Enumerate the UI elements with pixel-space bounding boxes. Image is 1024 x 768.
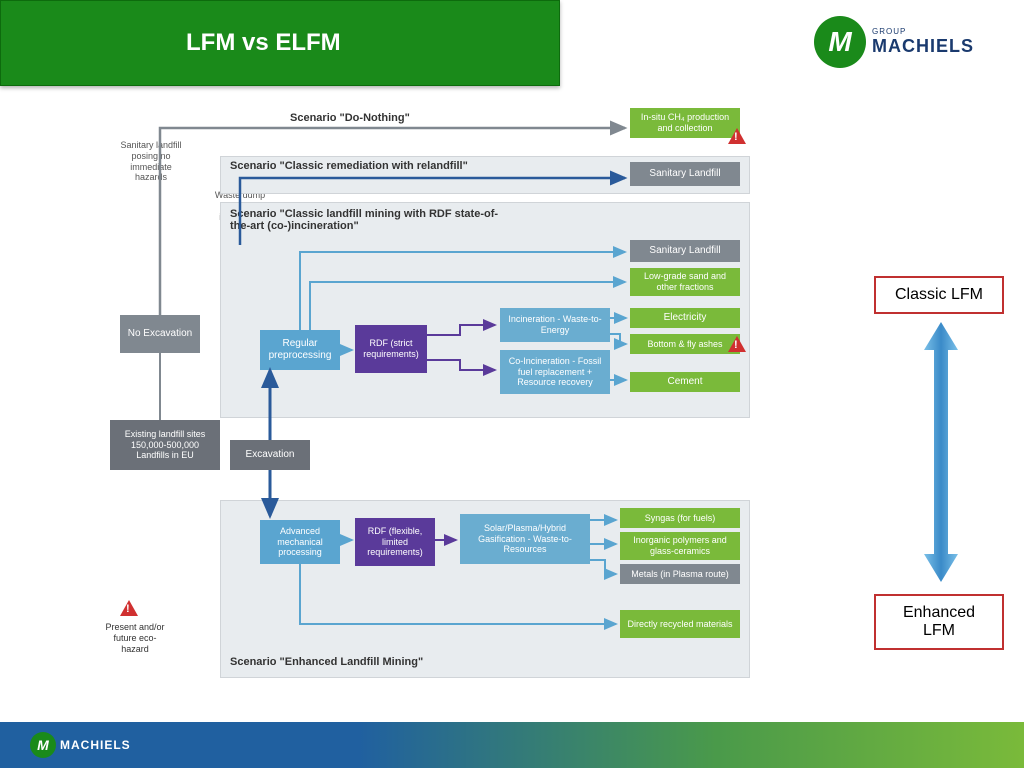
output-syngas: Syngas (for fuels) bbox=[620, 508, 740, 528]
legend-text: Present and/or future eco-hazard bbox=[100, 622, 170, 654]
scenario-classic-title: Scenario "Classic remediation with relan… bbox=[230, 160, 468, 172]
process-solar-plasma: Solar/Plasma/Hybrid Gasification - Waste… bbox=[460, 514, 590, 564]
output-bottomfly: Bottom & fly ashes bbox=[630, 334, 740, 354]
legend-warning-icon bbox=[120, 600, 138, 618]
output-metals: Metals (in Plasma route) bbox=[620, 564, 740, 584]
warning-icon bbox=[728, 128, 746, 146]
logo-group-label: GROUP bbox=[872, 27, 974, 36]
process-rdf-strict: RDF (strict requirements) bbox=[355, 325, 427, 373]
label-enhanced-lfm: Enhanced LFM bbox=[874, 594, 1004, 650]
process-adv-mech: Advanced mechanical processing bbox=[260, 520, 340, 564]
output-sanitary-1: Sanitary Landfill bbox=[630, 162, 740, 186]
diagram-canvas: Sanitary landfill posing no immediate ha… bbox=[130, 100, 830, 710]
footer-bar: M MACHIELS bbox=[0, 722, 1024, 768]
process-incineration: Incineration - Waste-to-Energy bbox=[500, 308, 610, 342]
footer-logo-m-icon: M bbox=[37, 737, 49, 753]
process-co-incineration: Co-Incineration - Fossil fuel replacemen… bbox=[500, 350, 610, 394]
output-electricity: Electricity bbox=[630, 308, 740, 328]
output-lowgrade: Low-grade sand and other fractions bbox=[630, 268, 740, 296]
logo-circle: M bbox=[814, 16, 866, 68]
output-recycled: Directly recycled materials bbox=[620, 610, 740, 638]
header-bar: LFM vs ELFM bbox=[0, 0, 560, 86]
warning-icon-2 bbox=[728, 336, 746, 354]
logo-m-icon: M bbox=[828, 26, 851, 58]
scenario-mining-title: Scenario "Classic landfill mining with R… bbox=[230, 208, 510, 232]
scenario-donothing-title: Scenario "Do-Nothing" bbox=[290, 112, 410, 124]
label-classic-lfm: Classic LFM bbox=[874, 276, 1004, 314]
scenario-enhanced-title: Scenario "Enhanced Landfill Mining" bbox=[230, 656, 423, 668]
output-cement: Cement bbox=[630, 372, 740, 392]
output-sanitary-2: Sanitary Landfill bbox=[630, 240, 740, 262]
box-no-excavation: No Excavation bbox=[120, 315, 200, 353]
page-title: LFM vs ELFM bbox=[186, 29, 341, 57]
footer-logo-text: MACHIELS bbox=[60, 738, 131, 752]
box-excavation: Excavation bbox=[230, 440, 310, 470]
side-label-sanitary: Sanitary landfill posing no immediate ha… bbox=[120, 140, 182, 183]
logo-text: GROUP MACHIELS bbox=[872, 27, 974, 57]
process-rdf-flex: RDF (flexible, limited requirements) bbox=[355, 518, 435, 566]
logo-top: M GROUP MACHIELS bbox=[814, 16, 974, 68]
vertical-double-arrow bbox=[916, 322, 966, 582]
process-regular-pre: Regular preprocessing bbox=[260, 330, 340, 370]
logo-name: MACHIELS bbox=[872, 36, 974, 57]
output-inorganic: Inorganic polymers and glass-ceramics bbox=[620, 532, 740, 560]
footer-logo-circle: M bbox=[30, 732, 56, 758]
box-existing-sites: Existing landfill sites 150,000-500,000 … bbox=[110, 420, 220, 470]
output-insitu: In-situ CH₄ production and collection bbox=[630, 108, 740, 138]
